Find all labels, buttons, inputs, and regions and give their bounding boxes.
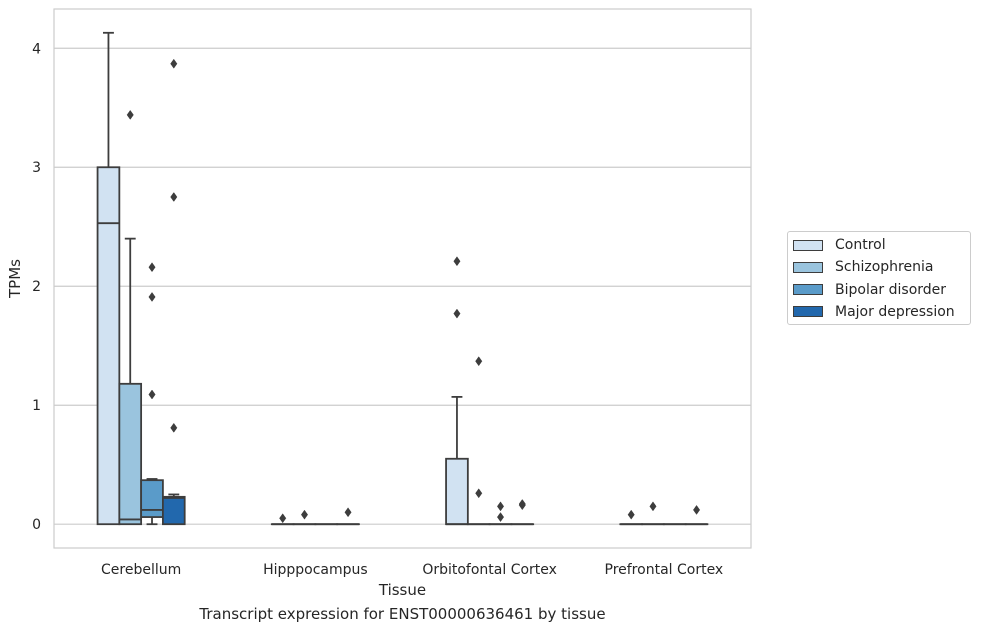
y-axis-label: TPMs <box>6 259 24 299</box>
outlier-point <box>126 109 134 120</box>
legend-swatch <box>793 306 823 318</box>
x-tick-label: Prefrontal Cortex <box>605 562 724 578</box>
box-body <box>162 495 186 526</box>
outlier-point <box>344 507 352 518</box>
y-tick-label: 4 <box>32 41 41 57</box>
box-body <box>118 382 143 526</box>
box-control <box>445 256 469 526</box>
outlier-point <box>518 500 526 511</box>
legend-label: Bipolar disorder <box>835 281 947 298</box>
legend-item: Schizophrenia <box>793 257 933 277</box>
outlier-point <box>649 501 657 512</box>
box-schizophrenia <box>641 501 665 526</box>
outlier-point <box>148 389 156 400</box>
outlier-point <box>300 509 308 520</box>
y-tick-label: 2 <box>32 279 41 295</box>
outlier-point <box>453 256 461 267</box>
outlier-point <box>627 509 635 520</box>
x-tick-label: Cerebellum <box>101 562 181 578</box>
outlier-point <box>693 504 701 515</box>
box-schizophrenia <box>292 509 317 526</box>
gridlines <box>54 47 751 525</box>
outlier-point <box>170 422 178 433</box>
x-tick-label: Hipppocampus <box>263 562 368 578</box>
legend: Control Schizophrenia Bipolar disorder Majo… <box>787 231 971 325</box>
legend-swatch <box>793 239 823 251</box>
legend-swatch <box>793 284 823 296</box>
box-major-depression <box>336 507 360 526</box>
outlier-point <box>279 513 287 524</box>
box-control <box>270 513 295 526</box>
box-major-depression <box>510 499 535 526</box>
legend-item: Control <box>793 235 886 255</box>
y-tick-label: 0 <box>32 517 41 533</box>
x-axis-ticks: Cerebellum Hipppocampus Orbitofontal Corte… <box>101 562 723 578</box>
plot-area-frame <box>53 8 752 549</box>
outlier-point <box>497 512 505 522</box>
box-body <box>445 457 469 526</box>
box-body <box>96 166 121 526</box>
box-major-depression <box>684 504 709 526</box>
outlier-point <box>453 308 461 319</box>
box-schizophrenia <box>466 356 491 526</box>
outlier-point <box>148 262 156 273</box>
legend-item: Major depression <box>793 302 955 322</box>
x-tick-label: Orbitofontal Cortex <box>422 562 557 578</box>
outlier-point <box>475 488 483 499</box>
legend-label: Schizophrenia <box>835 259 934 276</box>
y-axis-ticks: 0 1 2 3 4 <box>32 41 41 533</box>
outlier-point <box>170 192 178 202</box>
legend-swatch <box>793 261 823 273</box>
box-bipolar-disorder <box>488 501 513 526</box>
outlier-point <box>170 58 178 69</box>
box-schizophrenia <box>118 109 143 526</box>
legend-label: Major depression <box>835 303 955 320</box>
outlier-point <box>475 356 483 367</box>
box-bipolar-disorder <box>140 262 164 526</box>
outlier-point <box>148 292 156 302</box>
legend-label: Control <box>835 237 886 253</box>
box-control <box>619 509 643 526</box>
box-control <box>96 31 121 526</box>
box-series <box>96 31 709 526</box>
outlier-point <box>497 501 505 512</box>
legend-item: Bipolar disorder <box>793 280 946 300</box>
chart-caption: Transcript expression for ENST0000063646… <box>199 605 606 623</box>
box-body <box>140 479 164 518</box>
box-major-depression <box>162 58 186 526</box>
x-axis-label: Tissue <box>378 581 426 599</box>
y-tick-label: 3 <box>32 160 41 176</box>
y-tick-label: 1 <box>32 398 41 414</box>
